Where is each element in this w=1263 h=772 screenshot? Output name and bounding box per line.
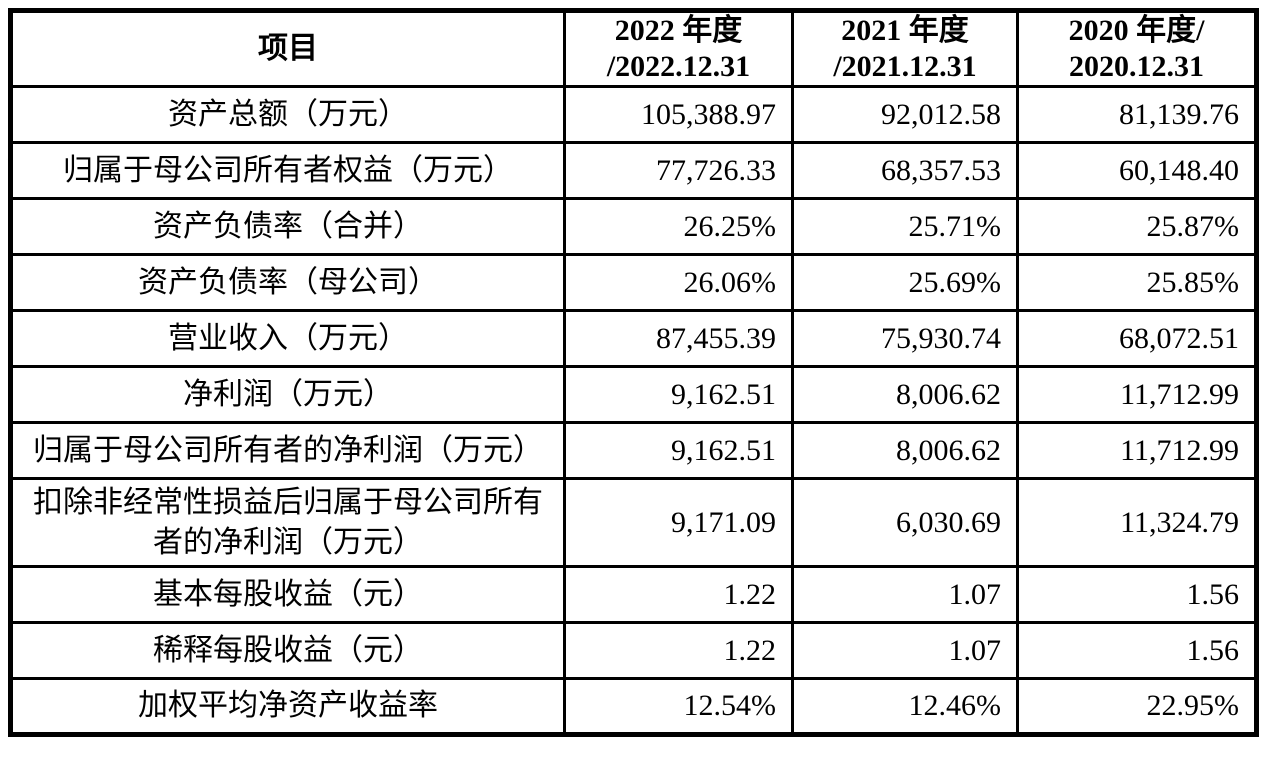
value-2022: 1.22	[563, 565, 794, 624]
row-label: 归属于母公司所有者的净利润（万元）	[9, 421, 566, 480]
header-2022-line2: /2022.12.31	[606, 50, 751, 83]
value-2021: 25.71%	[791, 197, 1019, 256]
value-2020: 11,324.79	[1016, 477, 1258, 568]
table-row-weighted-avg-roe: 加权平均净资产收益率 12.54% 12.46% 22.95%	[9, 677, 1258, 736]
row-label: 扣除非经常性损益后归属于母公司所有者的净利润（万元）	[9, 477, 566, 568]
financial-summary-table: 项目 2022 年度 /2022.12.31 2021 年度 /2021.12.…	[8, 8, 1259, 737]
row-label: 净利润（万元）	[9, 365, 566, 424]
table-row-net-profit-to-parent: 归属于母公司所有者的净利润（万元） 9,162.51 8,006.62 11,7…	[9, 421, 1258, 480]
value-2022: 9,162.51	[563, 421, 794, 480]
value-2022: 26.06%	[563, 253, 794, 312]
value-2021: 6,030.69	[791, 477, 1019, 568]
value-2020: 1.56	[1016, 565, 1258, 624]
header-item-column: 项目	[9, 9, 566, 88]
value-2022: 26.25%	[563, 197, 794, 256]
value-2020: 1.56	[1016, 621, 1258, 680]
row-label: 加权平均净资产收益率	[9, 677, 566, 736]
table-row-diluted-eps: 稀释每股收益（元） 1.22 1.07 1.56	[9, 621, 1258, 680]
header-2020-line2: 2020.12.31	[1069, 50, 1204, 83]
table-row-debt-ratio-parent: 资产负债率（母公司） 26.06% 25.69% 25.85%	[9, 253, 1258, 312]
header-row: 项目 2022 年度 /2022.12.31 2021 年度 /2021.12.…	[9, 9, 1258, 88]
value-2022: 9,171.09	[563, 477, 794, 568]
header-2022-line1: 2022 年度	[614, 14, 743, 47]
row-label: 稀释每股收益（元）	[9, 621, 566, 680]
value-2020: 25.85%	[1016, 253, 1258, 312]
value-2022: 87,455.39	[563, 309, 794, 368]
value-2020: 60,148.40	[1016, 141, 1258, 200]
table-row-net-profit: 净利润（万元） 9,162.51 8,006.62 11,712.99	[9, 365, 1258, 424]
table-row-operating-revenue: 营业收入（万元） 87,455.39 75,930.74 68,072.51	[9, 309, 1258, 368]
value-2021: 68,357.53	[791, 141, 1019, 200]
value-2022: 1.22	[563, 621, 794, 680]
header-item-label: 项目	[258, 32, 318, 65]
header-2020-column: 2020 年度/ 2020.12.31	[1016, 9, 1258, 88]
row-label: 资产负债率（母公司）	[9, 253, 566, 312]
value-2021: 1.07	[791, 565, 1019, 624]
row-label: 归属于母公司所有者权益（万元）	[9, 141, 566, 200]
row-label: 营业收入（万元）	[9, 309, 566, 368]
value-2021: 92,012.58	[791, 85, 1019, 144]
value-2020: 68,072.51	[1016, 309, 1258, 368]
row-label: 基本每股收益（元）	[9, 565, 566, 624]
table-body: 资产总额（万元） 105,388.97 92,012.58 81,139.76 …	[9, 85, 1258, 736]
value-2020: 22.95%	[1016, 677, 1258, 736]
header-2021-column: 2021 年度 /2021.12.31	[791, 9, 1019, 88]
row-label: 资产负债率（合并）	[9, 197, 566, 256]
table-row-debt-ratio-consolidated: 资产负债率（合并） 26.25% 25.71% 25.87%	[9, 197, 1258, 256]
header-2021-line1: 2021 年度	[841, 14, 969, 47]
table-header: 项目 2022 年度 /2022.12.31 2021 年度 /2021.12.…	[9, 9, 1258, 88]
value-2021: 8,006.62	[791, 421, 1019, 480]
value-2021: 75,930.74	[791, 309, 1019, 368]
header-2022-column: 2022 年度 /2022.12.31	[563, 9, 794, 88]
value-2022: 9,162.51	[563, 365, 794, 424]
header-2020-line1: 2020 年度/	[1068, 14, 1205, 47]
value-2022: 77,726.33	[563, 141, 794, 200]
row-label: 资产总额（万元）	[9, 85, 566, 144]
value-2021: 1.07	[791, 621, 1019, 680]
table-row-parent-equity: 归属于母公司所有者权益（万元） 77,726.33 68,357.53 60,1…	[9, 141, 1258, 200]
value-2021: 12.46%	[791, 677, 1019, 736]
value-2022: 105,388.97	[563, 85, 794, 144]
value-2021: 25.69%	[791, 253, 1019, 312]
value-2020: 81,139.76	[1016, 85, 1258, 144]
value-2021: 8,006.62	[791, 365, 1019, 424]
table-row-basic-eps: 基本每股收益（元） 1.22 1.07 1.56	[9, 565, 1258, 624]
value-2022: 12.54%	[563, 677, 794, 736]
value-2020: 25.87%	[1016, 197, 1258, 256]
value-2020: 11,712.99	[1016, 421, 1258, 480]
table-row-total-assets: 资产总额（万元） 105,388.97 92,012.58 81,139.76	[9, 85, 1258, 144]
header-2021-line2: /2021.12.31	[833, 50, 977, 83]
table-row-net-profit-excl-nonrecurring: 扣除非经常性损益后归属于母公司所有者的净利润（万元） 9,171.09 6,03…	[9, 477, 1258, 568]
value-2020: 11,712.99	[1016, 365, 1258, 424]
